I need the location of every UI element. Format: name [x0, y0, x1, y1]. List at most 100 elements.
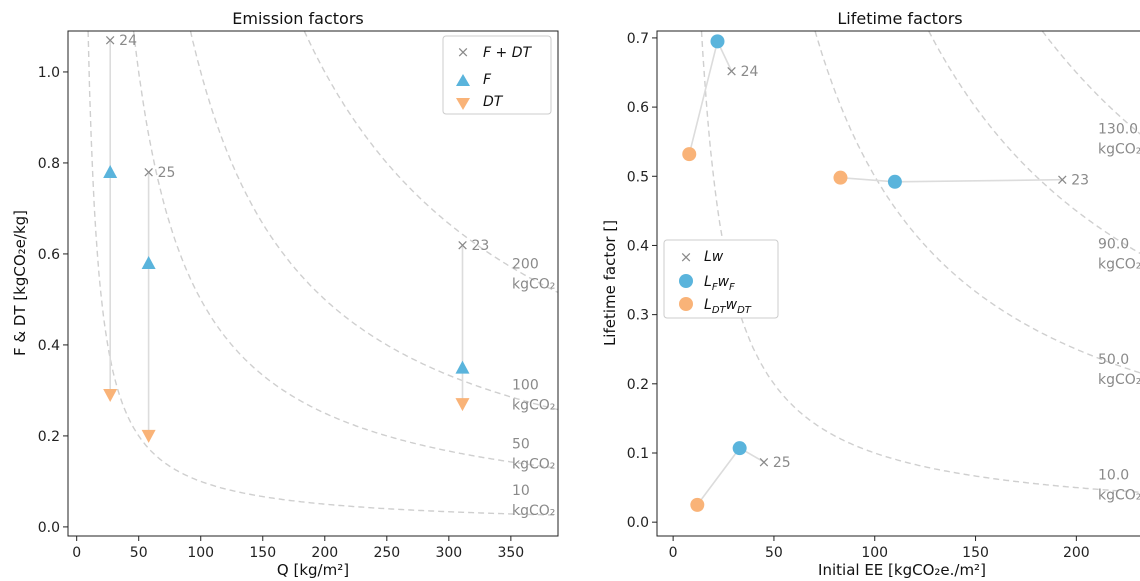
- legend-fdt-marker: ×: [457, 43, 470, 61]
- right-isoline-130: [1041, 31, 1140, 135]
- right-isolines: 130.0 kgCO₂ 90.0 kgCO₂ 50.0 kgCO₂ 10.0 kgCO₂: [700, 31, 1140, 503]
- left-panel-title: Emission factors: [232, 9, 363, 28]
- left-marker-triangle-down: [141, 429, 156, 443]
- left-y-tick-label: 0.4: [38, 338, 60, 354]
- left-point-label: 23: [471, 238, 489, 254]
- left-isoline-label-200: 200: [512, 256, 539, 272]
- left-point-label: 25: [158, 165, 176, 181]
- right-y-tick-label: 0.0: [627, 515, 649, 531]
- left-y-tick-label: 0.8: [38, 156, 60, 172]
- legend-ldt-label: LDTwDT: [704, 297, 752, 316]
- right-x-tick-label: 100: [861, 545, 888, 561]
- right-connector: [688, 39, 733, 155]
- left-x-tick-label: 200: [311, 545, 338, 561]
- left-x-tick-label: 350: [497, 545, 524, 561]
- right-isoline-unit-130: kgCO₂: [1098, 141, 1140, 157]
- left-isoline-200: [303, 31, 558, 294]
- right-point-label: 25: [773, 455, 791, 471]
- right-connector: [840, 176, 1063, 183]
- left-legend-box: [442, 35, 552, 115]
- right-point-label: 23: [1071, 173, 1089, 189]
- left-x-tick-label: 150: [249, 545, 276, 561]
- right-y-tick-label: 0.6: [627, 100, 649, 116]
- right-marker-circle: [833, 170, 848, 185]
- left-marker-triangle-up: [141, 256, 156, 270]
- right-marker-x: ×: [1056, 171, 1069, 189]
- legend-lf-label: LFwF: [704, 274, 735, 293]
- left-x-tick-label: 50: [130, 545, 148, 561]
- right-x-tick-label: 0: [669, 545, 678, 561]
- right-marker-x: ×: [725, 62, 738, 80]
- legend-ldt-marker: [679, 297, 693, 311]
- right-marks: × 24× 23× 25: [682, 34, 1089, 512]
- left-isoline-10: [87, 31, 558, 516]
- right-isoline-unit-10: kgCO₂: [1098, 487, 1140, 503]
- left-isoline-unit-200: kgCO₂: [512, 276, 555, 292]
- emission-factors-panel: Emission factors 200kgCO₂100kgCO₂50kgCO₂…: [11, 9, 559, 579]
- legend-fdt-label: F + DT: [483, 45, 532, 61]
- left-marker-triangle-up: [103, 165, 118, 179]
- right-marker-circle: [710, 34, 725, 49]
- right-point-label: 24: [741, 64, 759, 80]
- left-isoline-label-50: 50: [512, 436, 530, 452]
- left-isoline-unit-100: kgCO₂: [512, 398, 555, 414]
- left-marks: × 24× 25× 23: [103, 31, 489, 443]
- left-isoline-unit-10: kgCO₂: [512, 503, 555, 519]
- right-legend-box: [663, 239, 779, 319]
- left-marker-x: ×: [142, 163, 155, 181]
- right-plot-frame: [656, 30, 1140, 537]
- right-isoline-label-10: 10.0: [1098, 467, 1129, 483]
- left-isoline-unit-50: kgCO₂: [512, 456, 555, 472]
- left-x-tick-label: 250: [373, 545, 400, 561]
- left-isolines: 200 kgCO₂ 100 kgCO₂ 50 kgCO₂ 10 kgCO₂: [87, 31, 558, 519]
- legend-lw-marker: ×: [680, 248, 693, 266]
- left-plot-frame: [67, 30, 559, 537]
- right-ticks: 0 50 100 150 200 0.0 0.1 0.2 0.3 0.4 0.5 0.6 0.7: [627, 31, 1090, 561]
- right-y-tick-label: 0.1: [627, 446, 649, 462]
- left-marker-x: ×: [456, 236, 469, 254]
- right-isoline-unit-90: kgCO₂: [1098, 257, 1140, 273]
- left-y-tick-label: 1.0: [38, 65, 60, 81]
- left-marker-triangle-up: [455, 360, 470, 374]
- right-isoline-unit-50: kgCO₂: [1098, 372, 1140, 388]
- left-y-axis-title: F & DT [kgCO₂e/kg]: [11, 210, 29, 356]
- left-x-tick-label: 0: [72, 545, 81, 561]
- left-isoline-50: [132, 31, 558, 469]
- right-isoline-label-50: 50.0: [1098, 352, 1129, 368]
- right-x-axis-title: Initial EE [kgCO₂e./m²]: [818, 561, 986, 579]
- lifetime-factors-panel: Lifetime factors 130.0 kgCO₂ 90.0 kgCO₂ 50.0…: [601, 9, 1140, 579]
- left-marker-x: ×: [104, 31, 117, 49]
- right-x-tick-label: 150: [962, 545, 989, 561]
- left-ticks: 0 50 100 150 200 250 300 350 0.0 0.2 0.4 0.6 0.8 1.0: [38, 65, 524, 561]
- right-connector: [696, 447, 765, 506]
- right-marker-circle: [887, 174, 902, 189]
- left-x-tick-label: 100: [187, 545, 214, 561]
- right-legend: × Lw LFwF LDTwDT: [663, 239, 779, 319]
- right-marker-circle: [682, 147, 697, 162]
- left-marker-triangle-down: [103, 388, 118, 402]
- right-marker-circle: [732, 441, 747, 456]
- right-y-tick-label: 0.3: [627, 308, 649, 324]
- left-y-tick-label: 0.2: [38, 429, 60, 445]
- right-y-tick-label: 0.2: [627, 377, 649, 393]
- legend-dt-marker: [456, 98, 470, 110]
- right-marker-x: ×: [758, 453, 771, 471]
- legend-dt-label: DT: [483, 94, 504, 110]
- right-isoline-10: [700, 31, 1140, 493]
- left-isoline-100: [189, 31, 558, 411]
- right-y-tick-label: 0.7: [627, 31, 649, 47]
- left-isoline-label-10: 10: [512, 483, 530, 499]
- right-isoline-label-130: 130.0: [1098, 121, 1138, 137]
- right-x-tick-label: 50: [765, 545, 783, 561]
- right-x-tick-label: 200: [1063, 545, 1090, 561]
- right-isoline-label-90: 90.0: [1098, 237, 1129, 253]
- legend-lf-marker: [679, 274, 693, 288]
- left-marker-triangle-down: [455, 398, 470, 412]
- legend-f-marker: [456, 74, 470, 86]
- left-y-tick-label: 0.0: [38, 520, 60, 536]
- right-y-tick-label: 0.5: [627, 169, 649, 185]
- left-y-tick-label: 0.6: [38, 247, 60, 263]
- right-isoline-50: [814, 31, 1140, 374]
- legend-f-label: F: [483, 72, 492, 88]
